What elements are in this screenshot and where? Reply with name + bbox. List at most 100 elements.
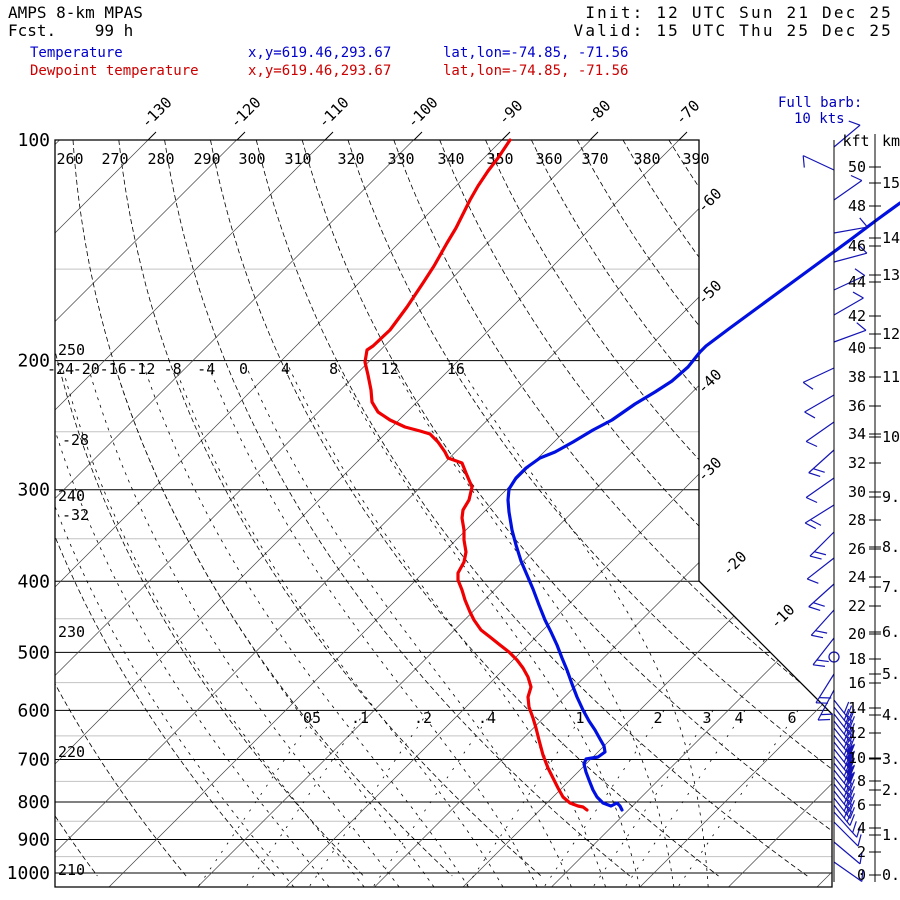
dry-adiabat	[55, 140, 364, 877]
barb-feather	[843, 750, 850, 763]
wind-barb	[833, 720, 851, 742]
wind-barb	[833, 811, 858, 838]
isotherm-top-label: -90	[495, 97, 527, 129]
barb-feather	[859, 851, 863, 864]
isotherm	[462, 140, 832, 887]
wind-barb	[833, 821, 859, 847]
wind-barb	[817, 689, 835, 721]
kft-tick-label: 24	[848, 568, 866, 586]
mixing-ratio-label: 2	[653, 709, 662, 727]
wind-barb	[833, 769, 851, 791]
km-axis-title: km	[882, 132, 900, 150]
dry-adiabat	[55, 331, 187, 877]
dry-adiabat	[439, 140, 832, 733]
dry-adiabat-label: 220	[58, 743, 85, 761]
dry-adiabats	[55, 140, 832, 877]
moist-adiabat-label: 4	[281, 360, 290, 378]
moist-adiabat	[286, 362, 606, 887]
forecast-hour: Fcst. 99 h	[8, 21, 134, 40]
barb-feather	[805, 440, 818, 448]
km-tick-label: 8.	[882, 538, 900, 556]
km-tick-label: 12.	[882, 325, 900, 343]
dry-adiabat-label: 390	[682, 150, 709, 168]
mixing-ratio-line	[308, 710, 430, 887]
barb-feather	[852, 821, 857, 833]
dry-adiabat	[393, 140, 832, 781]
mixing-ratio-line	[592, 710, 714, 887]
kft-tick-label: 34	[848, 425, 866, 443]
dry-adiabat	[164, 140, 631, 877]
barb-feather	[849, 793, 855, 805]
wind-barb	[833, 783, 851, 805]
mixing-ratio-line	[677, 710, 799, 887]
km-tick-label: 4.	[882, 706, 900, 724]
moist-adiabats	[55, 362, 709, 887]
isotherm-tick	[589, 131, 599, 141]
dewpoint-legend-label: Dewpoint temperature	[30, 63, 199, 79]
dry-adiabat-label: 360	[535, 150, 562, 168]
dry-adiabat	[531, 140, 832, 621]
isotherm	[55, 140, 591, 887]
barb-feather	[802, 381, 814, 390]
pressure-label: 200	[17, 351, 50, 372]
isotherm-top-label: -130	[137, 93, 175, 131]
dry-adiabat-label: 210	[58, 861, 85, 879]
valid-time: Valid: 15 UTC Thu 25 Dec 25	[573, 21, 893, 40]
moist-adiabat	[55, 362, 295, 887]
temperature-legend-label: Temperature	[30, 45, 123, 61]
dry-adiabat-label: 300	[238, 150, 265, 168]
moist-adiabat-label: -16	[100, 360, 127, 378]
barb-feather	[809, 555, 822, 560]
moist-adiabat-label: -4	[197, 360, 215, 378]
barb-feather	[816, 659, 829, 663]
km-tick-label: 14.	[882, 229, 900, 247]
kft-tick-label: 8	[857, 772, 866, 790]
kft-axis-title: kft	[842, 132, 869, 150]
isotherm-right-label: -30	[694, 454, 726, 486]
mixing-ratio-lines	[197, 710, 799, 887]
isotherm	[55, 140, 680, 887]
barb-feather	[849, 723, 855, 735]
dry-adiabat	[118, 140, 542, 877]
moist-adiabat	[55, 362, 330, 887]
isotherm-top-label: -100	[403, 93, 441, 131]
kft-tick-label: 44	[848, 273, 866, 291]
wind-barb	[833, 727, 851, 749]
wind-barb	[833, 124, 861, 148]
wind-barb-column	[802, 120, 868, 882]
kft-tick-label: 50	[848, 158, 866, 176]
moist-adiabat-label: -12	[128, 360, 155, 378]
wind-barb	[809, 531, 835, 557]
wind-barb	[806, 557, 835, 580]
km-tick-label: 2.	[882, 781, 900, 799]
km-tick-label: 13.	[882, 266, 900, 284]
mixing-ratio-label: 4	[734, 709, 743, 727]
barb-feather	[852, 291, 864, 299]
barb-feather	[861, 869, 864, 882]
moist-adiabat	[60, 362, 365, 887]
isotherm-tick	[413, 131, 423, 141]
wind-barb	[805, 477, 835, 498]
dry-adiabat-label: 260	[56, 150, 83, 168]
moist-adiabat	[390, 362, 675, 887]
barb-feather	[849, 814, 855, 826]
isotherm-top-label: -110	[314, 93, 352, 131]
pressure-label: 600	[17, 700, 50, 721]
barb-feather	[843, 736, 850, 749]
barb-feather	[843, 806, 850, 819]
wind-barb	[802, 367, 835, 383]
isotherm	[197, 140, 832, 887]
kft-tick-label: 10	[848, 749, 866, 767]
dry-adiabat-label: 340	[437, 150, 464, 168]
barb-feather	[813, 468, 825, 473]
barb-feather	[815, 630, 828, 634]
pressure-label: 700	[17, 749, 50, 770]
barb-feather	[810, 519, 822, 526]
km-tick-label: 15.	[882, 174, 900, 192]
mixing-ratio-line	[543, 710, 665, 887]
pressure-label: 100	[17, 130, 50, 151]
dry-adiabat	[210, 140, 719, 877]
dry-adiabat	[347, 140, 832, 845]
